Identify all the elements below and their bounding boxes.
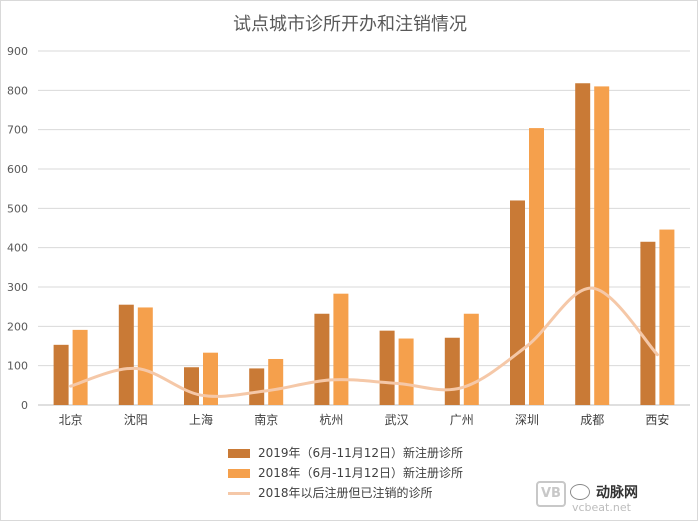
bar — [463, 313, 479, 405]
bar — [314, 313, 330, 405]
x-tick-label: 成都 — [580, 413, 604, 427]
x-tick-label: 南京 — [254, 412, 278, 427]
legend-label-2019: 2019年（6月-11月12日）新注册诊所 — [258, 446, 464, 460]
legend-item-cancelled: 2018年以后注册但已注销的诊所 — [228, 483, 528, 503]
y-tick-label: 300 — [7, 281, 28, 294]
bar — [575, 83, 591, 406]
bar — [659, 229, 675, 405]
vb-logo: VB — [536, 481, 566, 507]
bar — [398, 338, 414, 405]
x-tick-label: 杭州 — [319, 412, 343, 427]
legend-item-2018: 2018年（6月-11月12日）新注册诊所 — [228, 463, 528, 483]
y-tick-label: 900 — [7, 45, 28, 58]
legend-item-2019: 2019年（6月-11月12日）新注册诊所 — [228, 443, 528, 463]
legend-swatch-2019 — [228, 448, 250, 458]
bar — [72, 329, 88, 405]
brand-host: vcbeat.net — [572, 501, 631, 514]
bar — [594, 86, 610, 406]
y-tick-label: 600 — [7, 163, 28, 176]
bar — [444, 337, 460, 405]
x-tick-label: 沈阳 — [124, 412, 148, 427]
legend-label-cancelled: 2018年以后注册但已注销的诊所 — [258, 486, 433, 500]
watermark: VB 动脉网 vcbeat.net — [536, 479, 686, 515]
bar — [268, 358, 284, 405]
series-line — [69, 286, 659, 398]
wechat-icon — [570, 484, 590, 500]
bar — [510, 200, 525, 405]
bar — [53, 344, 69, 405]
bar — [379, 330, 395, 405]
legend-swatch-cancelled — [228, 491, 250, 495]
bar — [137, 307, 153, 405]
chart-title: 试点城市诊所开办和注销情况 — [233, 14, 467, 35]
y-tick-label: 500 — [7, 202, 28, 215]
x-tick-label: 西安 — [645, 412, 669, 427]
y-tick-label: 400 — [7, 242, 28, 255]
y-tick-label: 700 — [7, 124, 28, 137]
brand-name: 动脉网 — [596, 485, 638, 501]
x-tick-label: 上海 — [189, 412, 213, 427]
bar — [640, 241, 656, 405]
y-tick-label: 0 — [21, 399, 28, 412]
legend-label-2018: 2018年（6月-11月12日）新注册诊所 — [258, 466, 464, 480]
bar — [118, 304, 134, 405]
bar — [184, 367, 199, 405]
x-tick-label: 深圳 — [515, 413, 539, 427]
bar — [249, 368, 265, 405]
bar — [333, 293, 349, 405]
y-tick-label: 200 — [7, 320, 28, 333]
x-tick-label: 北京 — [59, 413, 83, 427]
bar — [529, 128, 544, 406]
y-tick-label: 800 — [7, 84, 28, 97]
chart-legend: 2019年（6月-11月12日）新注册诊所 2018年（6月-11月12日）新注… — [228, 443, 528, 503]
x-tick-label: 广州 — [450, 413, 474, 427]
y-tick-label: 100 — [7, 360, 28, 373]
x-tick-label: 武汉 — [385, 413, 409, 427]
bar — [203, 352, 218, 405]
legend-swatch-2018 — [228, 468, 250, 478]
